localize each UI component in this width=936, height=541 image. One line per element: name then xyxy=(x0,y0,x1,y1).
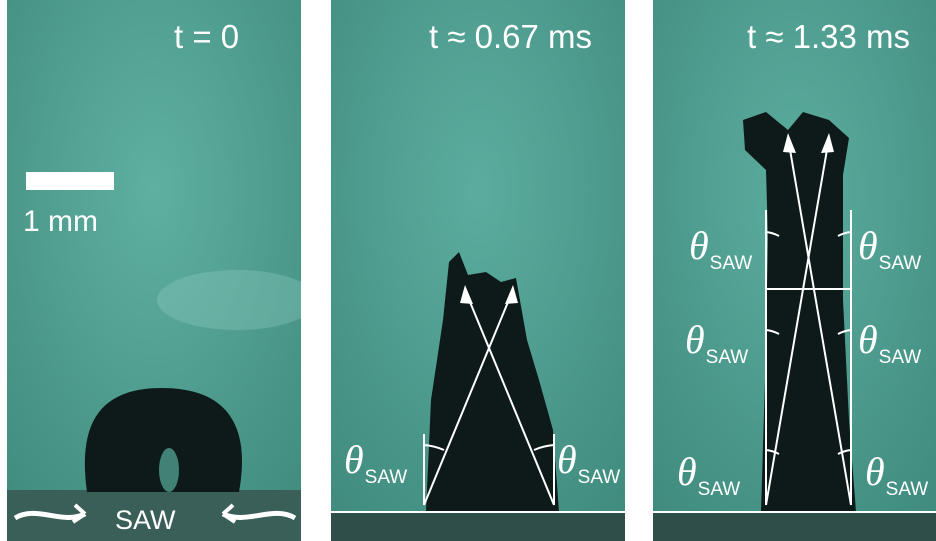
substrate xyxy=(331,512,625,541)
angle-label: θSAW xyxy=(865,449,929,500)
panel-t133-image xyxy=(653,0,936,541)
panel-t067: t ≈ 0.67 ms θSAW θSAW xyxy=(331,0,625,541)
arrow-head-left xyxy=(783,133,796,153)
panel-t0-image xyxy=(7,0,301,541)
time-label: t ≈ 0.67 ms xyxy=(429,18,593,55)
angle-label: θSAW xyxy=(677,449,741,500)
arrow-head-right xyxy=(821,133,834,153)
substrate xyxy=(653,512,936,541)
panel-t133: t ≈ 1.33 ms θSAW θSAW θSAW θSAW θSAW θSA… xyxy=(653,0,936,541)
angle-label: θSAW xyxy=(685,317,749,368)
angle-label: θSAW xyxy=(344,437,408,488)
droplet xyxy=(84,388,242,492)
panel-t0: t = 0 1 mm SAW xyxy=(7,0,301,541)
angle-label: θSAW xyxy=(858,223,922,274)
background-blur xyxy=(157,270,301,330)
panel-t067-image xyxy=(331,0,625,541)
angle-annotation xyxy=(331,289,625,513)
angle-annotation xyxy=(653,137,936,513)
scale-bar xyxy=(26,172,114,190)
saw-label: SAW xyxy=(115,505,176,535)
arrow-head-right xyxy=(505,285,518,304)
scale-bar-label: 1 mm xyxy=(23,205,98,238)
jet xyxy=(426,252,559,512)
angle-label: θSAW xyxy=(689,223,753,274)
arrow-head-left xyxy=(460,285,473,304)
time-label: t ≈ 1.33 ms xyxy=(747,18,911,55)
time-label: t = 0 xyxy=(174,18,240,55)
angle-label: θSAW xyxy=(858,317,922,368)
angle-label: θSAW xyxy=(557,437,621,488)
